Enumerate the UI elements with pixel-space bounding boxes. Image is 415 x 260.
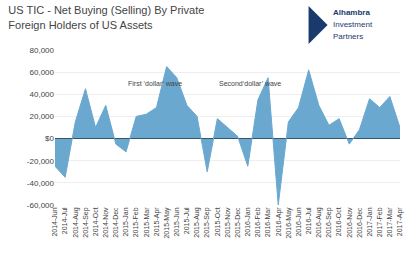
svg-text:Partners: Partners <box>333 32 363 41</box>
svg-text:2016-May: 2016-May <box>285 207 293 239</box>
svg-text:2014-Sep: 2014-Sep <box>82 207 90 237</box>
svg-text:2014-Nov: 2014-Nov <box>102 207 109 238</box>
svg-text:2016-Mar: 2016-Mar <box>264 207 271 238</box>
svg-text:2015-Feb: 2015-Feb <box>132 207 139 237</box>
svg-text:2016-Jan: 2016-Jan <box>244 207 251 236</box>
svg-text:-20,000: -20,000 <box>27 157 55 166</box>
svg-text:Alhambra: Alhambra <box>333 8 370 17</box>
svg-text:2014-Aug: 2014-Aug <box>72 207 80 237</box>
svg-text:2015-Jan: 2015-Jan <box>122 207 129 236</box>
svg-text:2015-May: 2015-May <box>163 207 171 239</box>
svg-text:2015-Oct: 2015-Oct <box>214 207 221 236</box>
svg-text:2014-Jul: 2014-Jul <box>61 207 68 234</box>
svg-text:2016-Aug: 2016-Aug <box>315 207 323 237</box>
svg-text:Second‘dollar’ wave: Second‘dollar’ wave <box>219 80 281 87</box>
svg-text:40,000: 40,000 <box>30 90 55 99</box>
svg-text:2015-Jul: 2015-Jul <box>183 207 190 234</box>
svg-text:2016-Apr: 2016-Apr <box>275 207 283 236</box>
svg-text:2016-Oct: 2016-Oct <box>335 207 342 236</box>
svg-text:2016-Jul: 2016-Jul <box>305 207 312 234</box>
svg-text:2015-Apr: 2015-Apr <box>153 207 161 236</box>
svg-text:2016-Feb: 2016-Feb <box>254 207 261 237</box>
svg-text:2017-Mar: 2017-Mar <box>386 207 393 238</box>
svg-text:2015-Mar: 2015-Mar <box>143 207 150 238</box>
svg-text:2017-Jan: 2017-Jan <box>366 207 373 236</box>
svg-text:2014-Dec: 2014-Dec <box>112 207 119 238</box>
svg-text:2014-Jun: 2014-Jun <box>51 207 58 236</box>
svg-text:2014-Oct: 2014-Oct <box>92 207 99 236</box>
svg-text:2016-Nov: 2016-Nov <box>346 207 353 238</box>
svg-text:60,000: 60,000 <box>30 68 55 77</box>
svg-text:Investment: Investment <box>333 20 373 29</box>
svg-text:2017-Feb: 2017-Feb <box>376 207 383 237</box>
svg-text:2015-Sep: 2015-Sep <box>203 207 211 237</box>
svg-text:2016-Jun: 2016-Jun <box>295 207 302 236</box>
svg-text:-40,000: -40,000 <box>27 179 55 188</box>
svg-text:2015-Jun: 2015-Jun <box>173 207 180 236</box>
svg-text:-60,000: -60,000 <box>27 201 55 210</box>
svg-text:80,000: 80,000 <box>30 46 55 55</box>
svg-text:2015-Aug: 2015-Aug <box>193 207 201 237</box>
svg-text:2015-Dec: 2015-Dec <box>234 207 241 238</box>
svg-text:2016-Sep: 2016-Sep <box>325 207 333 237</box>
svg-text:2017-Apr: 2017-Apr <box>396 207 404 236</box>
svg-text:20,000: 20,000 <box>30 112 55 121</box>
svg-text:2015-Nov: 2015-Nov <box>224 207 231 238</box>
svg-text:$0: $0 <box>45 134 54 143</box>
svg-text:First ‘dollar’ wave: First ‘dollar’ wave <box>128 80 182 87</box>
svg-text:2016-Dec: 2016-Dec <box>356 207 363 238</box>
svg-text:US TIC - Net Buying (Selling): US TIC - Net Buying (Selling) By Private… <box>8 4 204 30</box>
